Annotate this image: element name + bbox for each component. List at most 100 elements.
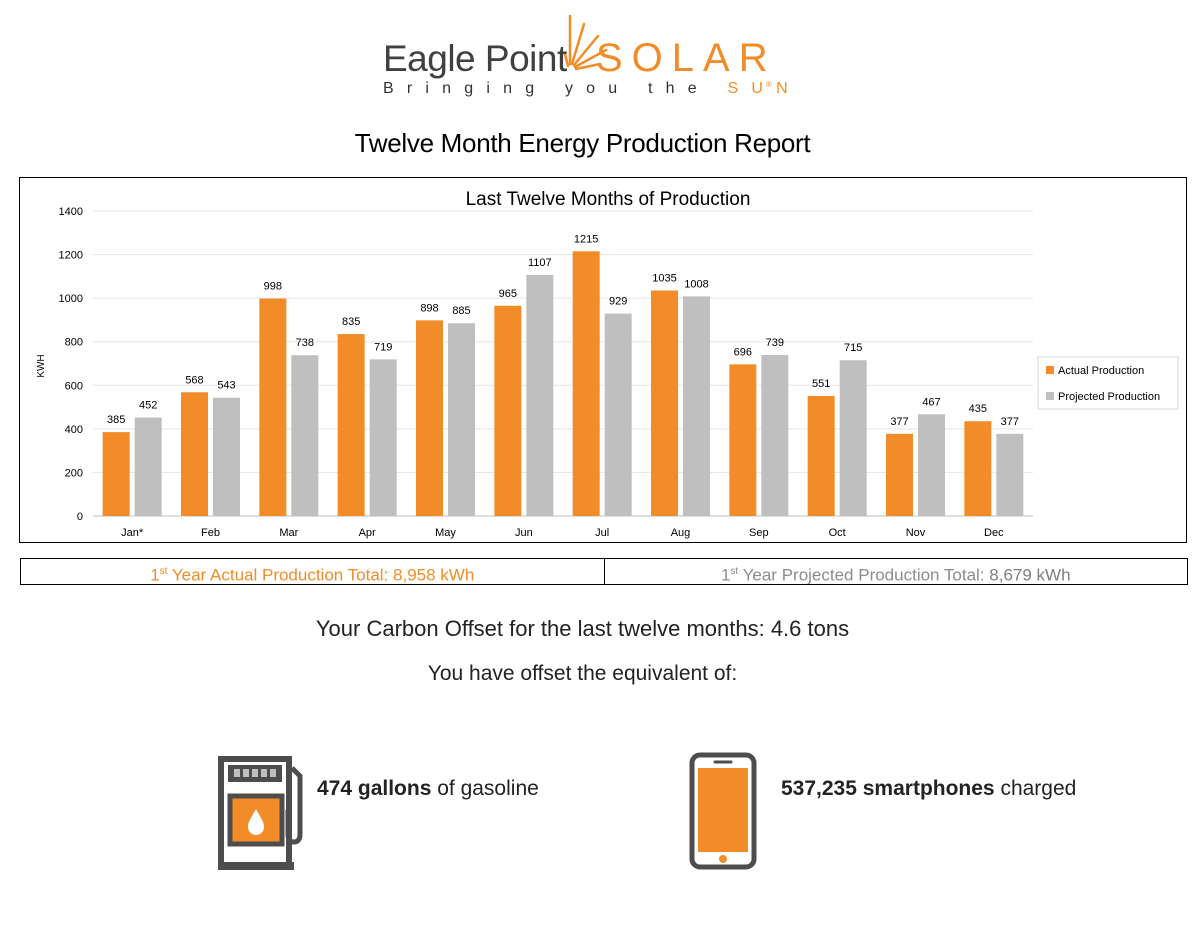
x-tick-label: Jan* xyxy=(121,527,144,539)
bar-actual-jul xyxy=(572,251,600,516)
projected-total-ordinal: 1 xyxy=(720,565,731,585)
projected-total-value: 8,679 kWh xyxy=(989,565,1071,585)
data-label: 1008 xyxy=(684,278,708,290)
bar-actual-mar xyxy=(259,298,287,516)
smartphones-rest: charged xyxy=(994,777,1077,800)
smartphones-amount: 537,235 smartphones xyxy=(781,777,995,800)
bar-projected-dec xyxy=(996,433,1024,516)
bar-projected-jan xyxy=(134,417,162,516)
bar-actual-apr xyxy=(337,334,365,516)
data-label: 1035 xyxy=(652,273,676,285)
production-totals: 1st Year Actual Production Total: 8,958 … xyxy=(20,558,1188,585)
y-tick-label: 1400 xyxy=(59,206,83,218)
bar-actual-aug xyxy=(651,290,678,516)
x-tick-label: Jul xyxy=(595,527,609,539)
gas-pump-icon xyxy=(218,756,303,870)
logo-tagline-start: Bringing you the xyxy=(383,80,710,97)
logo-tagline: Bringing you the SUN xyxy=(383,80,801,98)
bar-actual-may xyxy=(416,320,443,516)
x-tick-label: Sep xyxy=(749,527,769,539)
smartphone-icon xyxy=(689,752,757,870)
actual-total-ordinal: 1 xyxy=(150,565,160,585)
carbon-before: Your xyxy=(315,616,367,641)
data-label: 898 xyxy=(420,302,438,314)
bar-projected-mar xyxy=(291,355,319,516)
data-label: 377 xyxy=(1001,416,1019,428)
bar-projected-feb xyxy=(213,397,240,516)
chart-legend: Actual Production Projected Production xyxy=(1037,356,1179,410)
x-tick-label: Dec xyxy=(984,527,1004,539)
data-label: 696 xyxy=(734,346,752,358)
data-label: 885 xyxy=(452,305,470,317)
data-label: 551 xyxy=(812,378,830,390)
bar-projected-oct xyxy=(839,360,867,516)
data-label: 435 xyxy=(969,403,987,415)
actual-total-value: 8,958 kWh xyxy=(393,565,475,585)
bar-actual-oct xyxy=(807,395,835,516)
data-label: 835 xyxy=(342,316,360,328)
projected-total-label: Year Projected Production Total: xyxy=(738,565,990,585)
logo-brand-left: Eagle Point xyxy=(383,38,567,79)
bar-actual-nov xyxy=(886,433,913,516)
data-label: 929 xyxy=(609,296,627,308)
bar-projected-sep xyxy=(761,355,789,516)
legend-box xyxy=(1037,356,1179,410)
y-tick-label: 600 xyxy=(65,380,83,392)
x-tick-label: Feb xyxy=(201,527,220,539)
y-tick-label: 1200 xyxy=(59,250,83,262)
logo-brand-right: SOLAR xyxy=(596,36,777,80)
data-label: 377 xyxy=(890,416,908,428)
data-label: 385 xyxy=(107,414,125,426)
bar-projected-jul xyxy=(604,313,632,516)
x-tick-label: Oct xyxy=(829,527,846,539)
smartphones-equivalent: 537,235 smartphones charged xyxy=(781,777,1076,801)
report-title: Twelve Month Energy Production Report xyxy=(354,128,811,158)
y-tick-label: 1000 xyxy=(59,293,83,305)
gasoline-rest: of gasoline xyxy=(431,777,539,800)
bar-projected-may xyxy=(448,323,475,516)
y-tick-label: 0 xyxy=(77,511,83,523)
production-chart: 0 200 400 600 800 1000 1200 1400 385 452 Jan* 568 54… xyxy=(19,177,1187,543)
y-tick-label: 200 xyxy=(65,467,83,479)
legend-swatch xyxy=(1046,366,1054,374)
sun-rays-icon xyxy=(563,14,608,71)
gasoline-amount: 474 gallons xyxy=(317,777,432,800)
company-logo: Eagle Point SOLAR Bringing you the SUN ® xyxy=(380,14,800,104)
bar-actual-jan xyxy=(102,432,130,516)
x-tick-label: Apr xyxy=(359,527,376,539)
bar-projected-nov xyxy=(918,414,945,516)
projected-total-cell: 1st Year Projected Production Total: 8,6… xyxy=(603,559,1188,585)
x-tick-label: Nov xyxy=(906,527,926,539)
actual-total-sup: st xyxy=(159,566,168,577)
data-label: 467 xyxy=(922,396,940,408)
legend-swatch xyxy=(1046,392,1054,400)
data-label: 715 xyxy=(844,342,862,354)
data-label: 568 xyxy=(185,374,203,386)
carbon-offset-term: Carbon Offset xyxy=(366,616,504,641)
grid-layer xyxy=(93,210,1033,517)
registered-mark: ® xyxy=(766,80,772,89)
carbon-offset-line: Your Carbon Offset for the last twelve m… xyxy=(0,616,1165,642)
data-label: 739 xyxy=(766,337,784,349)
bar-layer xyxy=(102,251,1024,516)
y-tick-label: 400 xyxy=(65,424,83,436)
data-label: 738 xyxy=(296,337,314,349)
bar-projected-aug xyxy=(683,296,710,516)
legend-entry: Actual Production xyxy=(1058,365,1144,377)
actual-total-cell: 1st Year Actual Production Total: 8,958 … xyxy=(21,559,604,585)
data-label: 965 xyxy=(499,288,517,300)
label-layer: 0 200 400 600 800 1000 1200 1400 385 452 Jan* 568 54… xyxy=(59,206,1019,539)
chart-title: Last Twelve Months of Production xyxy=(466,189,751,210)
legend-entry: Projected Production xyxy=(1058,391,1160,403)
data-label: 1215 xyxy=(574,233,598,245)
x-tick-label: Mar xyxy=(279,527,298,539)
bar-actual-jun xyxy=(494,305,522,516)
data-label: 1107 xyxy=(528,257,552,269)
bar-chart-svg: 0 200 400 600 800 1000 1200 1400 385 452 Jan* 568 54… xyxy=(36,189,1179,539)
bar-projected-apr xyxy=(369,359,397,516)
bar-projected-jun xyxy=(526,274,554,516)
equivalent-heading: You have offset the equivalent of: xyxy=(427,662,738,685)
data-label: 452 xyxy=(139,400,157,412)
carbon-after: for the last twelve months: 4.6 tons xyxy=(503,616,850,641)
bar-actual-dec xyxy=(964,421,992,516)
